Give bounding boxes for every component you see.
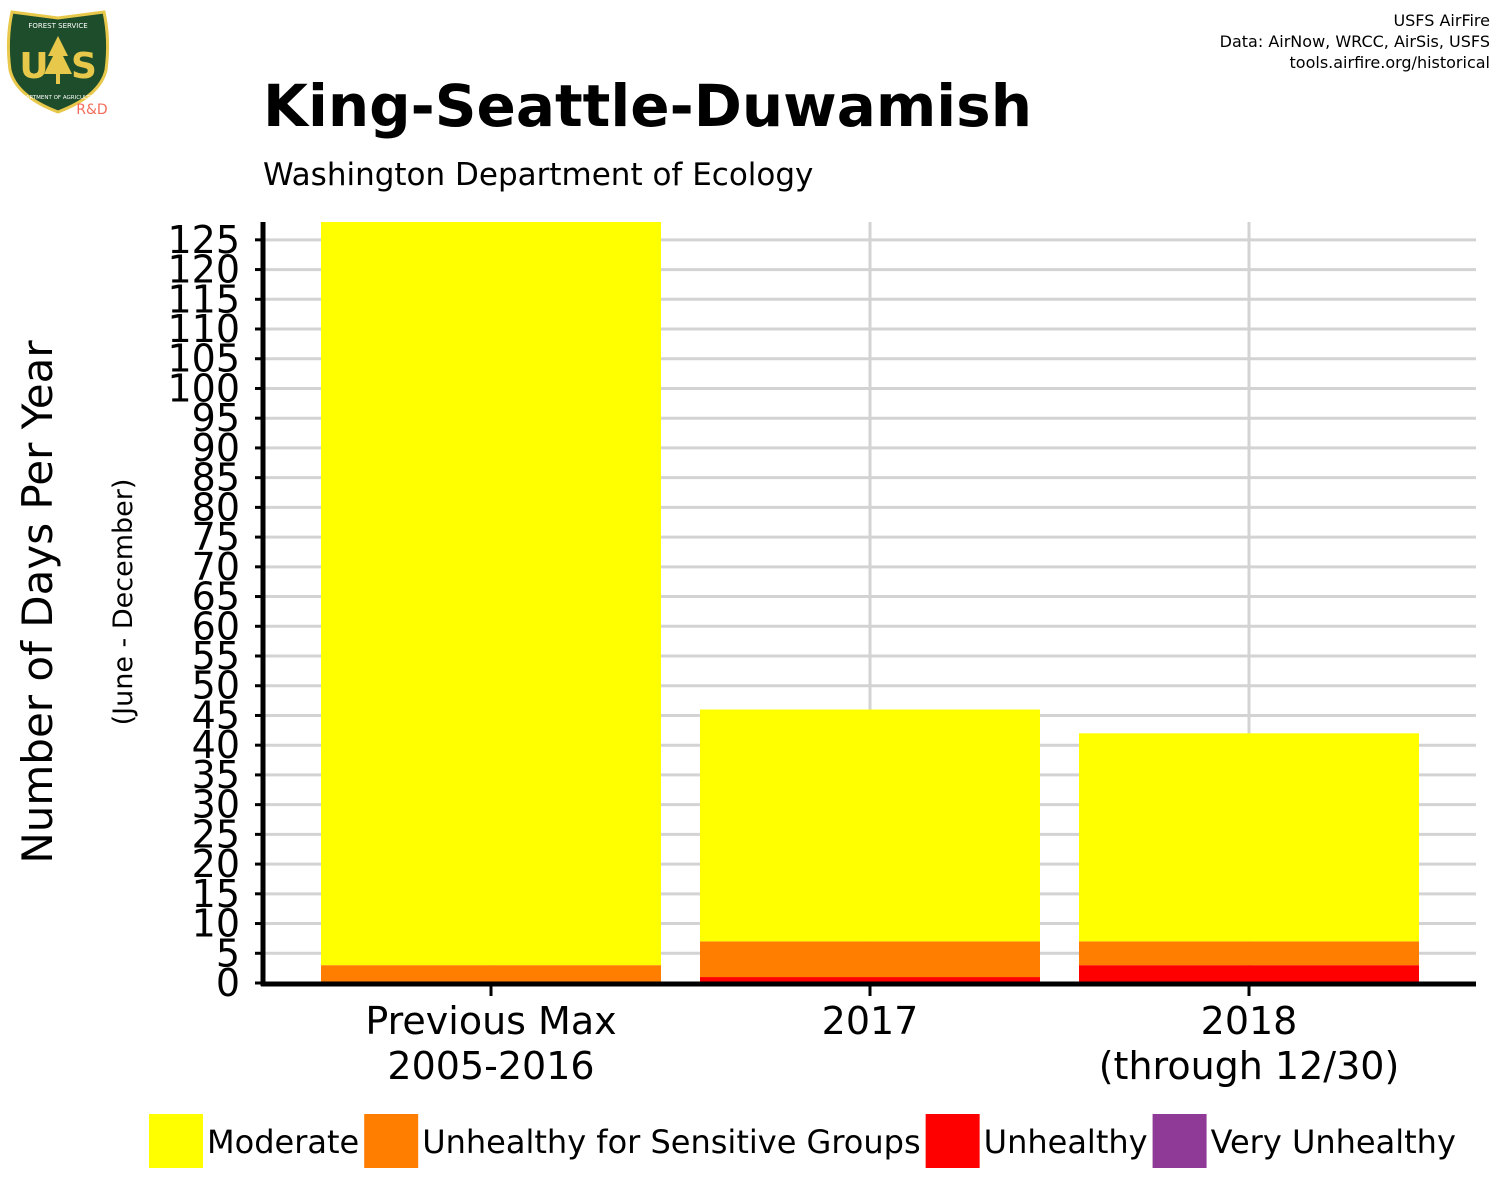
bar-segment xyxy=(1079,733,1419,942)
bar-segment xyxy=(700,977,1040,983)
logo-letter-u: U xyxy=(19,46,48,87)
y-tick-label: 40 xyxy=(192,723,240,767)
y-tick-label: 55 xyxy=(192,634,240,678)
legend-swatch xyxy=(149,1114,203,1168)
legend-label: Unhealthy xyxy=(984,1123,1148,1161)
y-ticks: 0510152025303540455055606570758085909510… xyxy=(167,218,263,1005)
chart-subtitle: Washington Department of Ecology xyxy=(263,157,813,193)
y-tick-label: 15 xyxy=(192,872,240,916)
y-tick-label: 5 xyxy=(216,931,240,975)
x-tick-label: 2005-2016 xyxy=(387,1044,594,1088)
y-axis-sublabel: (June - December) xyxy=(108,479,139,726)
bar-segment xyxy=(321,222,661,966)
y-tick-label: 10 xyxy=(192,902,240,946)
x-tick-label: Previous Max xyxy=(365,999,616,1043)
logo-badge: R&D xyxy=(76,102,107,118)
usfs-logo: FOREST SERVICE U S DEPARTMENT OF AGRICUL… xyxy=(6,10,110,118)
x-tick-label: 2017 xyxy=(822,999,919,1043)
legend-swatch xyxy=(925,1114,980,1168)
legend-swatch xyxy=(1152,1114,1207,1168)
y-tick-label: 90 xyxy=(192,426,240,470)
y-tick-label: 60 xyxy=(192,604,240,648)
y-tick-label: 50 xyxy=(192,664,240,708)
bar-segment xyxy=(700,709,1040,942)
chart-title: King-Seattle-Duwamish xyxy=(263,72,1032,140)
credit-line-2: Data: AirNow, WRCC, AirSis, USFS xyxy=(1220,32,1490,51)
bar-segment xyxy=(321,965,661,983)
y-tick-label: 80 xyxy=(192,485,240,529)
logo-top-text: FOREST SERVICE xyxy=(28,22,87,30)
y-tick-label: 0 xyxy=(216,961,240,1005)
y-tick-label: 20 xyxy=(192,842,240,886)
y-axis-label: Number of Days Per Year xyxy=(13,340,62,864)
legend: Moderate Unhealthy for Sensitive Groups Un… xyxy=(149,1114,1456,1168)
legend-label: Very Unhealthy xyxy=(1211,1123,1456,1161)
y-tick-label: 65 xyxy=(192,575,240,619)
y-tick-label: 45 xyxy=(192,693,240,737)
y-tick-label: 70 xyxy=(192,545,240,589)
y-tick-label: 25 xyxy=(192,812,240,856)
axes xyxy=(260,222,1476,987)
credit-line-3: tools.airfire.org/historical xyxy=(1290,53,1490,72)
legend-swatch xyxy=(364,1114,419,1168)
logo-bottom-text: DEPARTMENT OF AGRICULTURE xyxy=(15,95,102,101)
y-tick-label: 85 xyxy=(192,456,240,500)
legend-label: Unhealthy for Sensitive Groups xyxy=(422,1123,920,1161)
credit-line-1: USFS AirFire xyxy=(1393,11,1490,30)
bar-segment xyxy=(1079,941,1419,966)
y-tick-label: 105 xyxy=(167,337,240,381)
y-tick-label: 75 xyxy=(192,515,240,559)
y-tick-label: 35 xyxy=(192,753,240,797)
y-tick-label: 30 xyxy=(192,783,240,827)
bar-segment xyxy=(700,941,1040,978)
x-tick-label: (through 12/30) xyxy=(1099,1044,1400,1088)
bar-segment xyxy=(1079,965,1419,983)
y-tick-label: 120 xyxy=(167,248,240,292)
y-tick-label: 95 xyxy=(192,396,240,440)
y-tick-label: 100 xyxy=(167,366,240,410)
x-tick-label: 2018 xyxy=(1201,999,1298,1043)
bars xyxy=(321,222,1419,983)
y-tick-label: 115 xyxy=(167,277,240,321)
legend-label: Moderate xyxy=(207,1123,359,1161)
y-tick-label: 110 xyxy=(167,307,240,351)
y-tick-label: 125 xyxy=(167,218,240,262)
logo-letter-s: S xyxy=(71,46,97,87)
tree-icon xyxy=(44,36,72,84)
